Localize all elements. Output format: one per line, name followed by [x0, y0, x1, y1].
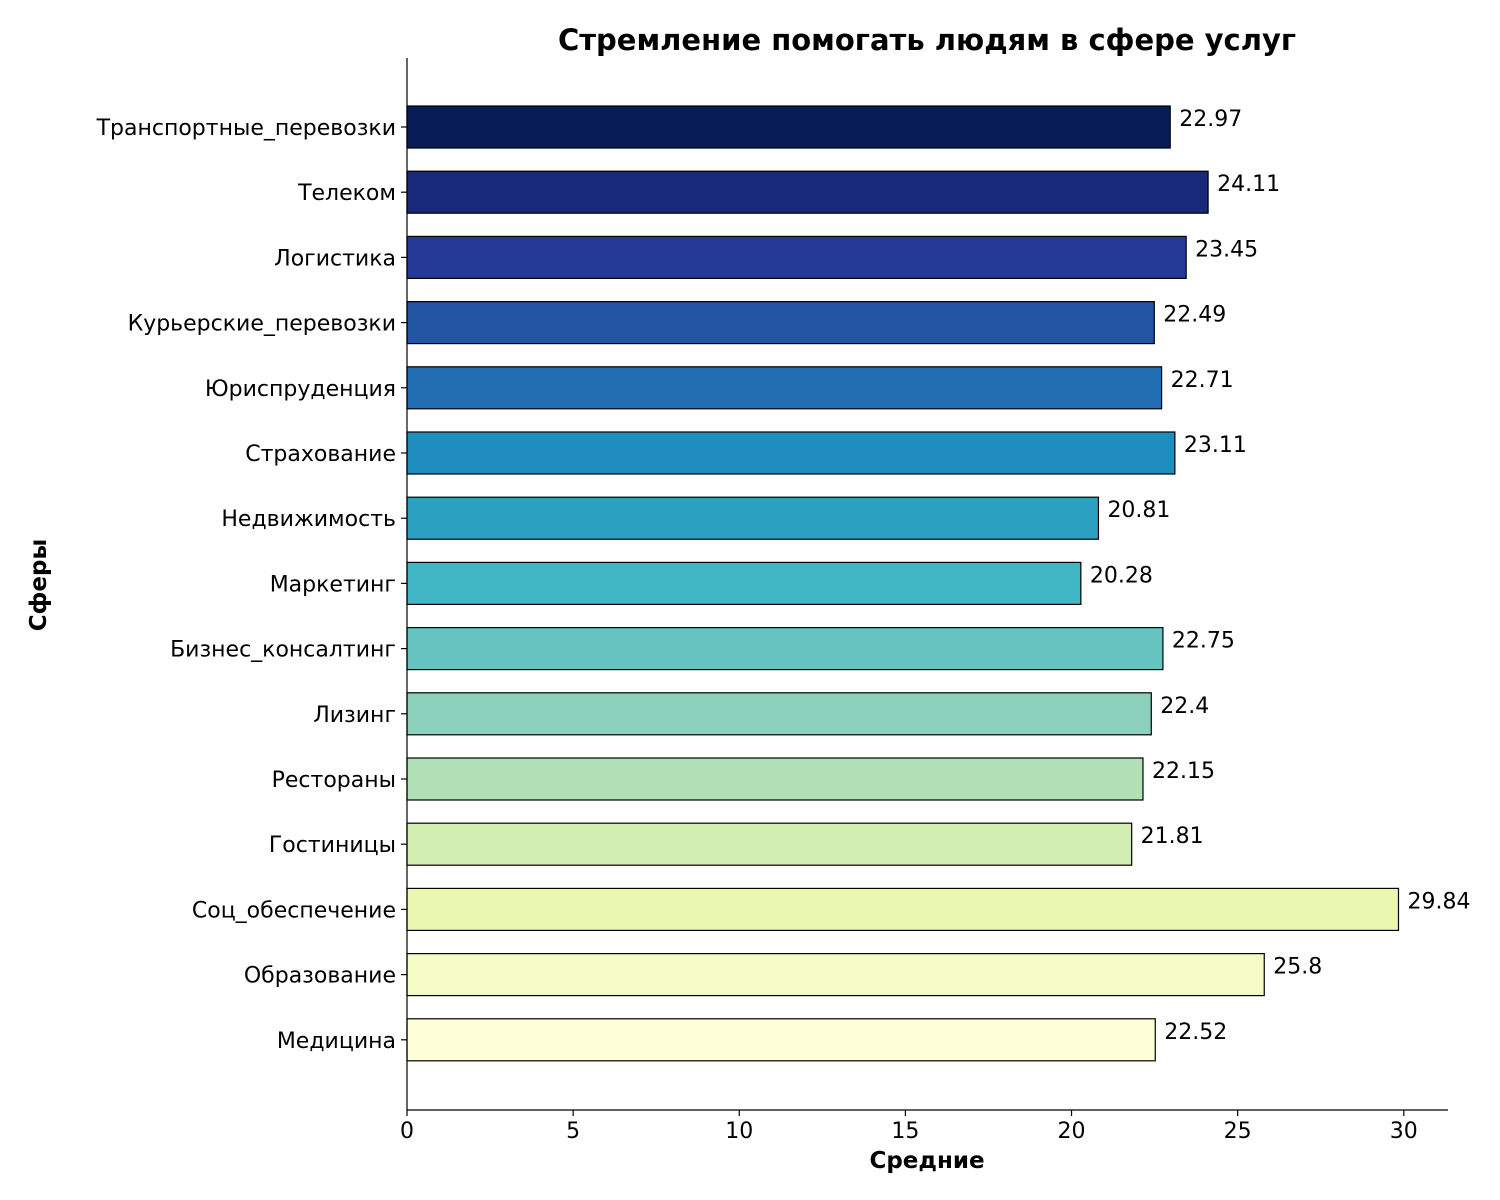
- y-tick-label: Телеком: [297, 181, 396, 206]
- bar-value-label: 21.81: [1141, 824, 1204, 849]
- x-axis-ticks: 0 5 10 15 20 25 30: [400, 1110, 1418, 1144]
- x-axis-label: Средние: [869, 1148, 984, 1174]
- x-tick-label: 20: [1058, 1119, 1086, 1144]
- bar-value-label: 22.15: [1152, 759, 1215, 784]
- x-tick-label: 5: [566, 1119, 580, 1144]
- bar-value-label: 29.84: [1407, 889, 1470, 914]
- bar-value-label: 22.52: [1164, 1020, 1227, 1045]
- y-tick-label: Недвижимость: [221, 507, 396, 532]
- bar: [406, 105, 1171, 149]
- x-tick-label: 0: [400, 1119, 414, 1144]
- bar: [406, 692, 1152, 736]
- y-tick-label: Гостиницы: [269, 833, 396, 858]
- x-tick-label: 25: [1224, 1119, 1252, 1144]
- bar: [406, 1018, 1156, 1062]
- bars-layer: [406, 105, 1400, 1062]
- bar-value-label: 23.45: [1195, 237, 1258, 262]
- bar-value-label: 23.11: [1184, 433, 1247, 458]
- bar: [406, 301, 1155, 345]
- y-tick-label: Лизинг: [313, 703, 396, 728]
- bar-value-label: 22.97: [1179, 107, 1242, 132]
- data-labels-layer: 22.97 24.11 23.45 22.49 22.71 23.11 20.81 20.28…: [1090, 107, 1471, 1045]
- x-tick-label: 30: [1390, 1119, 1418, 1144]
- bar-value-label: 22.75: [1172, 629, 1235, 654]
- bar: [406, 757, 1144, 801]
- chart-title: Стремление помогать людям в сфере услуг: [558, 23, 1296, 57]
- bar: [406, 887, 1400, 932]
- bar-value-label: 22.4: [1160, 694, 1209, 719]
- y-axis-label: Сферы: [26, 539, 52, 632]
- bar: [406, 822, 1133, 866]
- y-tick-label: Соц_обеспечение: [192, 898, 396, 923]
- bar: [406, 235, 1187, 279]
- bar-value-label: 20.81: [1107, 498, 1170, 523]
- bar: [406, 561, 1082, 606]
- bar-value-label: 24.11: [1217, 172, 1280, 197]
- bar-value-label: 25.8: [1273, 955, 1322, 980]
- y-axis-ticks: Транспортные_перевозки Телеком Логистика Ку…: [96, 116, 407, 1054]
- bar-value-label: 22.71: [1171, 368, 1234, 393]
- x-tick-label: 15: [891, 1119, 919, 1144]
- y-tick-label: Медицина: [277, 1029, 396, 1054]
- x-tick-label: 10: [725, 1119, 753, 1144]
- bar: [406, 952, 1265, 997]
- y-tick-label: Образование: [244, 964, 396, 989]
- bar: [406, 366, 1163, 410]
- y-tick-label: Транспортные_перевозки: [96, 116, 396, 141]
- y-tick-label: Рестораны: [272, 768, 396, 793]
- bar-value-label: 20.28: [1090, 563, 1153, 588]
- bar: [406, 626, 1164, 671]
- bar-value-label: 22.49: [1163, 303, 1226, 328]
- y-tick-label: Курьерские_перевозки: [128, 312, 396, 337]
- bar: [406, 431, 1176, 475]
- y-tick-label: Логистика: [274, 246, 396, 271]
- y-tick-label: Маркетинг: [270, 572, 396, 597]
- y-tick-label: Страхование: [245, 442, 396, 467]
- bar: [406, 496, 1100, 540]
- y-tick-label: Бизнес_консалтинг: [170, 638, 396, 663]
- y-tick-label: Юриспруденция: [205, 377, 396, 402]
- bar: [406, 170, 1209, 214]
